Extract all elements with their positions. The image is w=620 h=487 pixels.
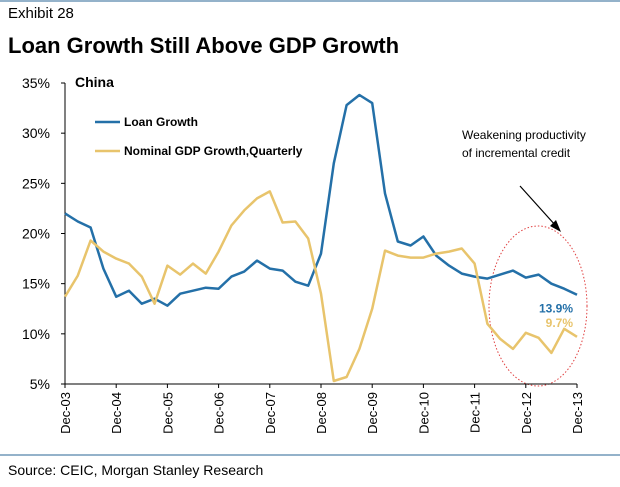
- panel-label: China: [75, 74, 114, 90]
- y-tick-label: 35%: [22, 75, 50, 91]
- y-tick-label: 25%: [22, 175, 50, 191]
- y-tick-label: 15%: [22, 276, 50, 292]
- source: Source: CEIC, Morgan Stanley Research: [8, 462, 263, 478]
- annotation: of incremental credit: [462, 146, 571, 160]
- y-tick-label: 20%: [22, 226, 50, 242]
- data-label: 13.9%: [539, 302, 573, 316]
- series-line: [64, 93, 578, 307]
- x-tick-label: Dec-03: [58, 392, 73, 434]
- x-tick-label: Dec-07: [263, 392, 278, 434]
- arrow-head: [550, 220, 561, 232]
- annotation: Weakening productivity: [462, 128, 586, 142]
- x-tick-label: Dec-09: [365, 392, 380, 434]
- highlight-ellipse: [488, 225, 588, 387]
- x-tick-label: Dec-10: [416, 392, 431, 434]
- x-tick-label: Dec-06: [212, 392, 227, 434]
- chart-title: Loan Growth Still Above GDP Growth: [8, 33, 399, 58]
- x-tick-label: Dec-12: [519, 392, 534, 434]
- x-tick-label: Dec-11: [468, 392, 483, 433]
- y-tick-label: 5%: [30, 376, 50, 392]
- x-tick-label: Dec-05: [160, 392, 175, 434]
- x-tick-label: Dec-04: [109, 392, 124, 434]
- data-label: 9.7%: [546, 316, 574, 330]
- arrow: [519, 185, 557, 227]
- exhibit-label: Exhibit 28: [8, 5, 74, 22]
- y-tick-label: 10%: [22, 326, 50, 342]
- y-tick-label: 30%: [22, 125, 50, 141]
- series-line: [63, 190, 578, 383]
- legend-label: Nominal GDP Growth,Quarterly: [124, 144, 303, 158]
- x-tick-label: Dec-08: [314, 392, 329, 434]
- x-tick-label: Dec-13: [570, 392, 585, 434]
- legend-label: Loan Growth: [124, 115, 198, 129]
